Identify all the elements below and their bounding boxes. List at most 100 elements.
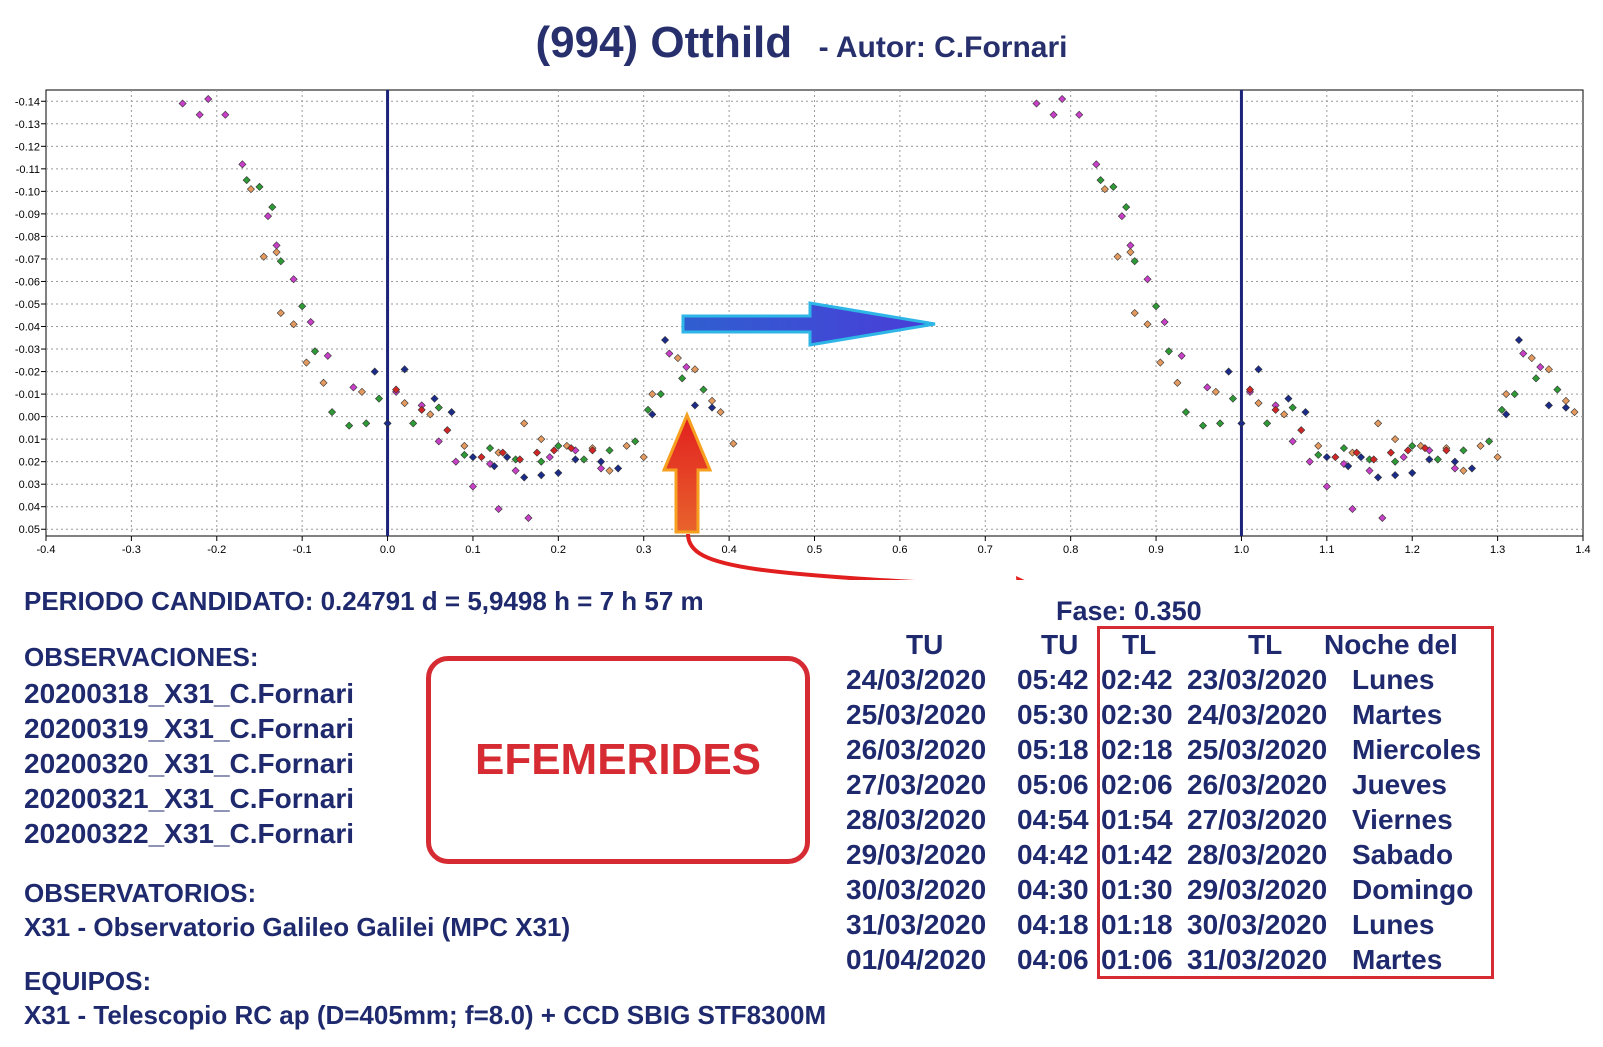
data-point-series-4 bbox=[1344, 462, 1353, 471]
y-tick-label: -0.14 bbox=[15, 96, 40, 108]
y-tick-label: -0.04 bbox=[15, 322, 40, 334]
x-tick-label: -0.1 bbox=[293, 544, 312, 556]
x-tick-label: 0.4 bbox=[721, 544, 736, 556]
data-point-series-4 bbox=[571, 455, 580, 464]
col-header-tu: TU bbox=[906, 629, 944, 660]
data-point-series-1 bbox=[1058, 94, 1067, 104]
data-point-series-4 bbox=[537, 471, 546, 480]
data-point-series-1 bbox=[1322, 482, 1331, 491]
data-point-series-5 bbox=[1297, 426, 1306, 435]
data-point-series-2 bbox=[1544, 365, 1553, 374]
data-point-series-3 bbox=[374, 394, 384, 403]
data-point-series-4 bbox=[1425, 455, 1434, 464]
data-point-series-4 bbox=[1467, 464, 1477, 473]
x-tick-label: 0.2 bbox=[551, 544, 566, 556]
x-tick-label: -0.2 bbox=[207, 544, 226, 556]
x-tick-label: 0.0 bbox=[380, 544, 395, 556]
y-tick-label: -0.13 bbox=[15, 119, 40, 131]
data-point-series-2 bbox=[537, 435, 546, 444]
data-point-series-5 bbox=[1352, 448, 1361, 457]
data-point-series-5 bbox=[1331, 453, 1340, 462]
data-point-series-1 bbox=[1288, 437, 1297, 446]
data-point-series-2 bbox=[639, 453, 648, 462]
data-point-series-2 bbox=[562, 441, 571, 450]
y-tick-label: -0.09 bbox=[15, 209, 40, 221]
ephemeris-cell-tu-time: 05:30 bbox=[1017, 699, 1089, 730]
ephemeris-cell-tl-time: 01:18 bbox=[1101, 909, 1173, 940]
data-point-series-1 bbox=[665, 349, 674, 358]
data-point-series-3 bbox=[1532, 374, 1541, 383]
data-point-series-4 bbox=[554, 468, 563, 477]
x-tick-label: 1.2 bbox=[1405, 544, 1420, 556]
data-point-series-2 bbox=[1314, 441, 1323, 450]
data-point-series-1 bbox=[1536, 363, 1545, 372]
red-curved-arrowhead bbox=[1016, 576, 1025, 580]
data-point-series-3 bbox=[537, 457, 546, 466]
y-tick-label: -0.01 bbox=[15, 389, 40, 401]
data-point-series-1 bbox=[1075, 110, 1084, 119]
col-header-noche: Noche del bbox=[1324, 629, 1458, 660]
ephemeris-cell-tu-date: 26/03/2020 bbox=[846, 734, 987, 765]
data-point-series-2 bbox=[1374, 419, 1383, 428]
x-tick-label: 0.1 bbox=[465, 544, 480, 556]
data-point-series-1 bbox=[178, 99, 187, 108]
ephemeris-cell-noche-day: Miercoles bbox=[1352, 734, 1482, 765]
data-point-series-3 bbox=[1109, 182, 1118, 191]
data-point-series-4 bbox=[1374, 473, 1383, 482]
data-point-series-3 bbox=[409, 419, 418, 428]
ephemeris-cell-tl-date: 31/03/2020 bbox=[1187, 944, 1328, 975]
data-point-series-3 bbox=[1164, 347, 1173, 356]
data-point-series-2 bbox=[648, 390, 657, 399]
y-tick-label: 0.02 bbox=[19, 457, 40, 469]
data-point-series-1 bbox=[1117, 212, 1126, 221]
y-tick-label: -0.08 bbox=[15, 231, 40, 243]
x-tick-label: 1.4 bbox=[1575, 544, 1590, 556]
data-point-series-2 bbox=[729, 439, 738, 448]
data-point-series-5 bbox=[1421, 444, 1430, 453]
data-point-series-4 bbox=[400, 365, 409, 374]
data-point-series-3 bbox=[362, 419, 371, 428]
data-point-series-5 bbox=[515, 455, 524, 464]
y-tick-label: 0.04 bbox=[19, 502, 40, 514]
ephemeris-cell-tl-date: 25/03/2020 bbox=[1187, 734, 1328, 765]
data-point-series-4 bbox=[468, 453, 477, 462]
data-point-series-2 bbox=[1570, 408, 1579, 417]
data-point-series-3 bbox=[1408, 441, 1417, 450]
data-point-series-3 bbox=[1096, 176, 1105, 185]
data-point-series-2 bbox=[1126, 248, 1135, 257]
data-point-series-4 bbox=[1356, 453, 1366, 462]
fase-label: Fase: 0.350 bbox=[1056, 596, 1202, 626]
data-point-series-3 bbox=[1288, 403, 1297, 412]
y-tick-label: 0.05 bbox=[19, 524, 40, 536]
ephemeris-cell-tu-time: 04:06 bbox=[1017, 944, 1089, 975]
data-point-series-5 bbox=[1271, 405, 1280, 414]
x-tick-label: -0.4 bbox=[37, 544, 56, 556]
red-up-arrow bbox=[661, 411, 713, 534]
data-point-series-3 bbox=[656, 390, 665, 399]
data-point-series-1 bbox=[1092, 160, 1101, 169]
data-point-series-4 bbox=[708, 403, 717, 412]
ephemeris-cell-tl-time: 01:42 bbox=[1101, 839, 1173, 870]
x-tick-label: 0.3 bbox=[636, 544, 651, 556]
chart-subtitle: - Autor: C.Fornari bbox=[818, 31, 1068, 64]
data-point-series-3 bbox=[1198, 421, 1208, 430]
data-point-series-3 bbox=[1485, 437, 1494, 446]
data-point-series-3 bbox=[1459, 446, 1468, 455]
data-point-series-3 bbox=[1216, 419, 1225, 428]
data-point-series-2 bbox=[276, 308, 285, 318]
data-point-series-5 bbox=[532, 448, 542, 457]
data-point-series-1 bbox=[1143, 275, 1152, 284]
x-tick-label: 0.9 bbox=[1148, 544, 1163, 556]
efemerides-label: EFEMERIDES bbox=[474, 735, 762, 784]
data-point-series-1 bbox=[1177, 351, 1186, 360]
data-point-series-2 bbox=[319, 378, 328, 387]
y-tick-label: -0.03 bbox=[15, 344, 40, 356]
data-point-series-3 bbox=[1130, 257, 1139, 266]
x-tick-label: 0.8 bbox=[1063, 544, 1078, 556]
efemerides-box: EFEMERIDES bbox=[426, 656, 810, 864]
ephemeris-cell-tl-time: 01:30 bbox=[1101, 874, 1173, 905]
data-point-series-2 bbox=[1476, 441, 1485, 450]
data-point-series-1 bbox=[1348, 504, 1357, 513]
ephemeris-cell-tl-time: 02:30 bbox=[1101, 699, 1173, 730]
data-point-series-3 bbox=[434, 403, 443, 412]
